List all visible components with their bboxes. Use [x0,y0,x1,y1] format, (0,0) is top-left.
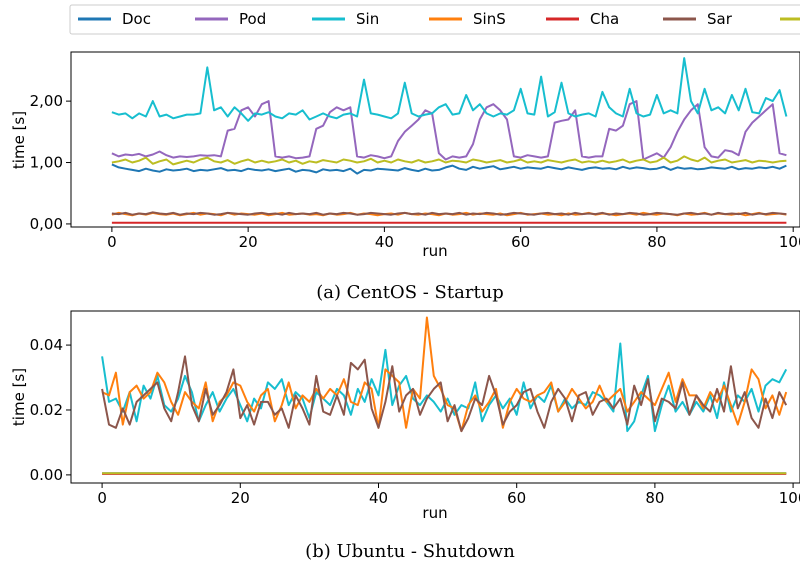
plot-frame-b [70,310,800,484]
legend-label-sin: Sin [356,10,379,28]
legend: DocPodSinSinSChaSarBal [69,4,800,35]
series-line-sar-a [111,211,787,216]
series-line-sin-a [111,57,788,122]
ytick-label-b-1: 0.02 [30,401,63,419]
tick-layer-b: 0 20 40 60 80 100 0.00 0.02 0.04 [30,336,800,507]
xtick-label-a-20: 20 [239,233,258,251]
xtick-label-b-40: 40 [369,489,388,507]
ytick-label-a-2: 2,00 [30,92,63,110]
caption-a: (a) CentOS - Startup [316,282,504,303]
xtick-label-a-80: 80 [647,233,666,251]
xtick-label-b-60: 60 [507,489,526,507]
chart-panel-b: 0 20 40 60 80 100 0.00 0.02 0.04 run time [s] (b… [10,310,800,562]
ytick-label-a-0: 0,00 [30,215,63,233]
xtick-label-a-0: 0 [107,233,117,251]
ytick-label-b-2: 0.04 [30,336,63,354]
series-line-doc-a [111,163,787,175]
xtick-label-a-100: 100 [779,233,800,251]
xtick-label-a-40: 40 [375,233,394,251]
ylabel-b: time [s] [10,368,28,426]
xtick-label-b-0: 0 [97,489,107,507]
xtick-label-b-20: 20 [231,489,250,507]
legend-label-sar: Sar [707,10,733,28]
legend-label-doc: Doc [122,10,151,28]
ylabel-a: time [s] [10,111,28,169]
legend-label-cha: Cha [590,10,619,28]
tick-layer-a: 0 20 40 60 80 100 0,00 1,00 2,00 [30,92,800,251]
series-line-pod-a [111,100,787,161]
series-line-sins-b [101,316,788,433]
xlabel-b: run [422,504,447,522]
ytick-label-a-1: 1,00 [30,154,63,172]
series-layer-a [111,57,788,224]
series-line-sar-b [101,355,788,433]
ytick-label-b-0: 0.00 [30,466,63,484]
chart-panel-a: 0 20 40 60 80 100 0,00 1,00 2,00 run time [s] (a… [10,51,800,303]
xlabel-a: run [422,242,447,260]
caption-b: (b) Ubuntu - Shutdown [305,541,515,562]
legend-label-pod: Pod [239,10,266,28]
series-layer-b [101,316,788,475]
legend-label-sins: SinS [473,10,506,28]
xtick-label-b-80: 80 [645,489,664,507]
plot-frame-a [70,51,800,228]
xtick-label-a-60: 60 [511,233,530,251]
series-line-bal-a [111,155,787,166]
xtick-label-b-100: 100 [779,489,800,507]
